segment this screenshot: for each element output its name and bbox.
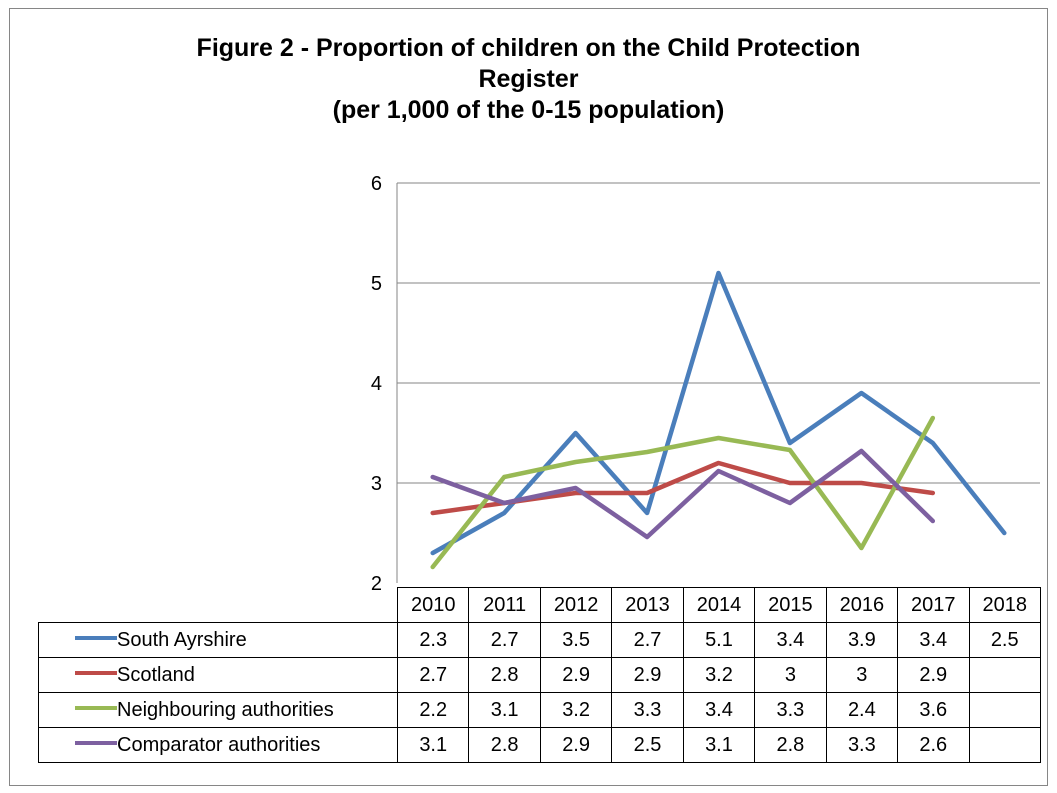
data-label: 3	[754, 657, 827, 693]
legend-label: South Ayrshire	[117, 628, 247, 651]
data-label: 3.6	[897, 692, 970, 728]
x-tick-label: 2011	[468, 587, 541, 623]
x-tick-label: 2012	[539, 587, 613, 623]
data-label: 3.1	[682, 727, 756, 763]
table-row: Neighbouring authorities 2.2 3.1 3.2 3.3 3.4 3…	[38, 692, 1041, 728]
data-label: 2.3	[396, 622, 470, 658]
data-label: 3.9	[825, 622, 899, 658]
data-label: 2.8	[468, 657, 541, 693]
legend-entry: Neighbouring authorities	[38, 692, 398, 728]
data-label: 3.3	[611, 692, 684, 728]
data-label: 2.4	[825, 692, 899, 728]
data-label: 3.2	[539, 692, 613, 728]
legend-entry: Comparator authorities	[38, 727, 398, 763]
data-label: 2.5	[611, 727, 684, 763]
y-tick-label: 3	[371, 473, 382, 495]
table-corner	[39, 588, 398, 623]
data-label: 3.1	[396, 727, 470, 763]
data-label: 2.2	[396, 692, 470, 728]
series-line	[430, 415, 936, 570]
chart-title-line-1: Figure 2 - Proportion of children on the…	[196, 34, 861, 62]
table-row: Comparator authorities 3.1 2.8 2.9 2.5 3.1 2.8…	[38, 727, 1041, 763]
x-tick-label: 2015	[754, 587, 827, 623]
data-label: 3.4	[682, 692, 756, 728]
legend-key	[75, 671, 117, 676]
data-label	[968, 692, 1041, 728]
data-label: 3.5	[539, 622, 613, 658]
data-label: 2.9	[539, 727, 613, 763]
data-label: 3.2	[682, 657, 756, 693]
table-header-row: 2010 2011 2012 2013 2014 2015 2016 2017 2018	[39, 587, 1041, 623]
data-label: 2.7	[611, 622, 684, 658]
data-label: 2.9	[539, 657, 613, 693]
series-line	[430, 448, 936, 540]
x-tick-label: 2017	[897, 587, 970, 623]
x-tick-label: 2014	[682, 587, 756, 623]
data-label: 3.4	[754, 622, 827, 658]
y-tick-label: 5	[371, 273, 382, 295]
legend-key	[75, 636, 117, 641]
data-label: 3.3	[825, 727, 899, 763]
data-label: 2.6	[897, 727, 970, 763]
data-label: 3	[825, 657, 899, 693]
data-label: 3.4	[897, 622, 970, 658]
data-label: 5.1	[682, 622, 756, 658]
data-label: 2.8	[754, 727, 827, 763]
data-label: 2.7	[468, 622, 541, 658]
data-label	[968, 657, 1041, 693]
series-line	[430, 270, 1007, 556]
chart-title-line-3: (per 1,000 of the 0-15 population)	[332, 96, 725, 124]
data-label: 2.7	[396, 657, 470, 693]
data-label	[968, 727, 1041, 763]
data-label: 2.5	[968, 622, 1041, 658]
legend-label: Neighbouring authorities	[117, 698, 334, 721]
legend-entry: Scotland	[38, 657, 398, 693]
data-label: 3.3	[754, 692, 827, 728]
table-row: Scotland 2.7 2.8 2.9 2.9 3.2 3 3 2.9	[38, 657, 1041, 693]
x-tick-label: 2016	[825, 587, 899, 623]
y-tick-label: 6	[371, 173, 382, 195]
legend-key	[75, 741, 117, 746]
chart-title-line-2: Register	[478, 65, 579, 93]
legend-label: Scotland	[117, 663, 195, 686]
legend-label: Comparator authorities	[117, 733, 321, 756]
table-row: South Ayrshire 2.3 2.7 3.5 2.7 5.1 3.4 3.9 3.4 2.…	[38, 622, 1041, 658]
y-tick-label: 4	[371, 373, 382, 395]
x-tick-label: 2018	[968, 587, 1041, 623]
data-table: 2010 2011 2012 2013 2014 2015 2016 2017 2018 Sout…	[38, 587, 1041, 763]
data-label: 2.9	[897, 657, 970, 693]
data-label: 2.8	[468, 727, 541, 763]
x-tick-label: 2013	[611, 587, 684, 623]
legend-key	[75, 706, 117, 711]
data-label: 2.9	[611, 657, 684, 693]
data-label: 3.1	[468, 692, 541, 728]
chart-title: Figure 2 - Proportion of children on the…	[0, 33, 1057, 126]
legend-entry: South Ayrshire	[38, 622, 398, 658]
x-tick-label: 2010	[396, 587, 470, 623]
y-tick-label: 2	[371, 573, 382, 595]
